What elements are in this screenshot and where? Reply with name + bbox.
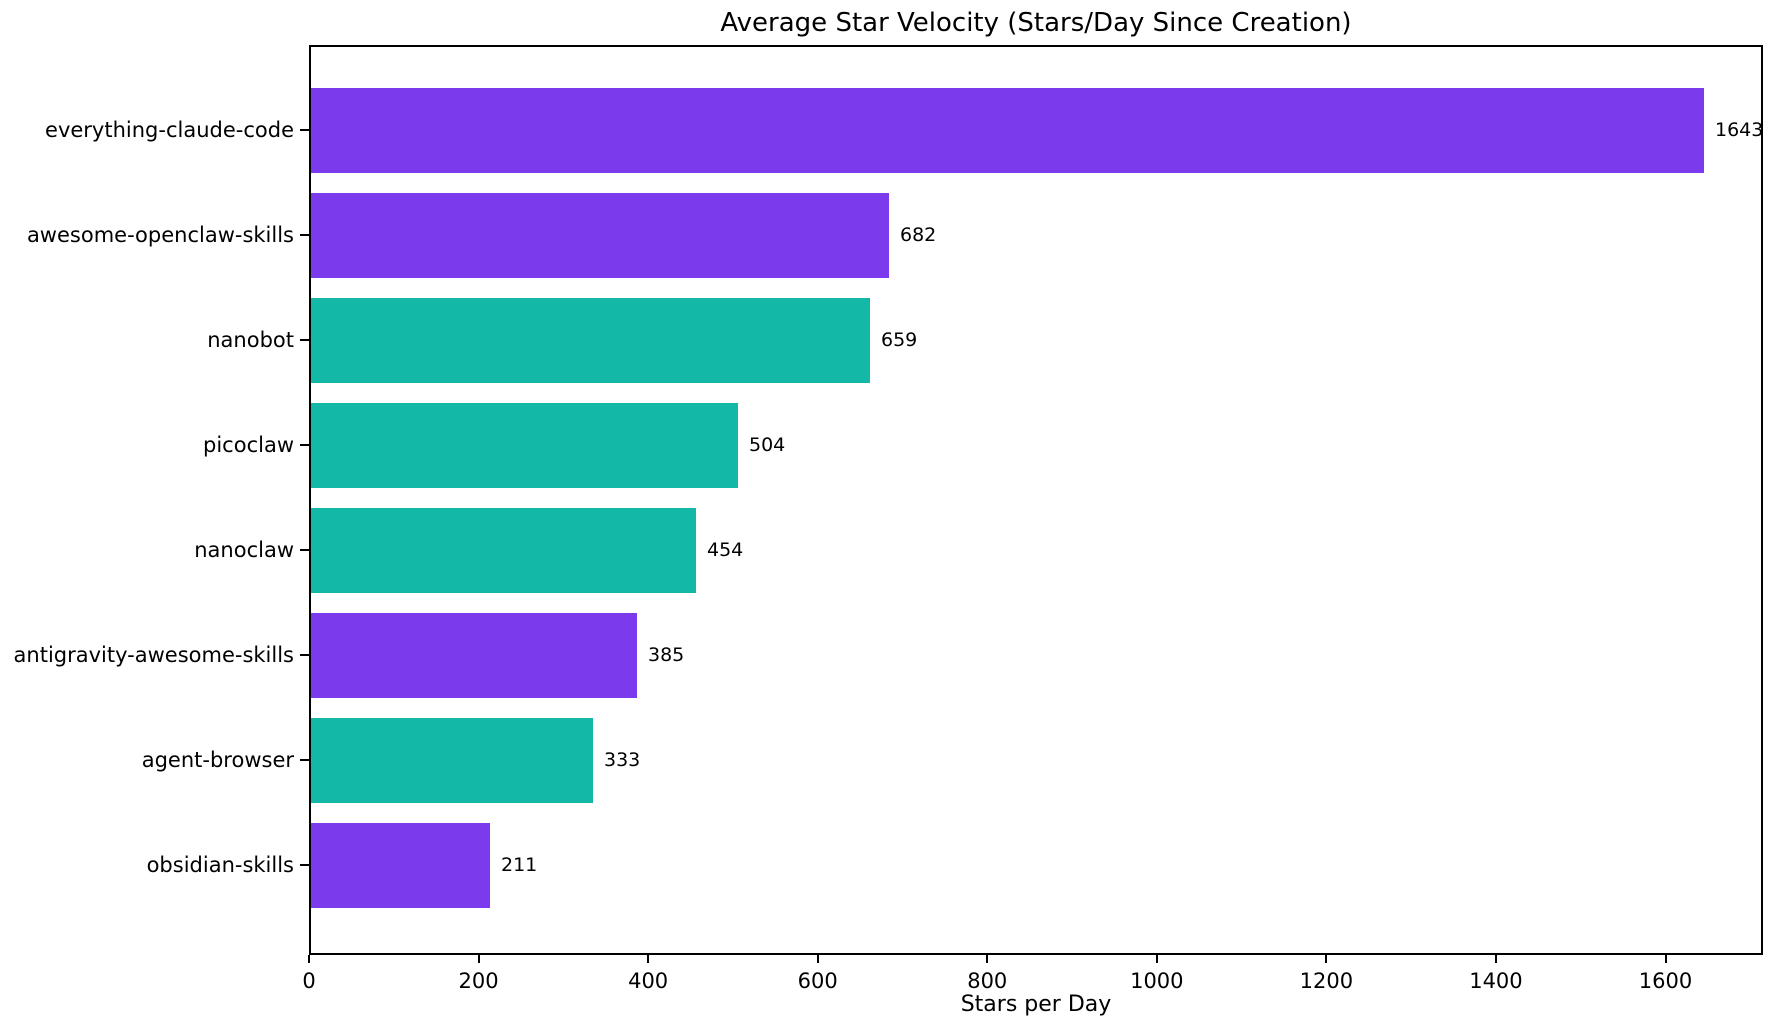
xtick-mark — [647, 955, 650, 963]
x-axis-label: Stars per Day — [960, 992, 1112, 1017]
bar-value-label: 682 — [900, 224, 937, 246]
ytick-label-agent-browser: agent-browser — [141, 748, 294, 772]
bar-agent-browser — [311, 717, 593, 803]
ytick-mark — [300, 339, 309, 341]
xtick-mark — [477, 955, 480, 963]
xtick-label: 400 — [628, 969, 669, 993]
xtick-mark — [1494, 955, 1497, 963]
bar-value-label: 333 — [604, 749, 641, 771]
ytick-label-awesome-openclaw-skills: awesome-openclaw-skills — [26, 223, 294, 247]
ytick-label-nanobot: nanobot — [207, 328, 294, 352]
xtick-label: 200 — [458, 969, 499, 993]
xtick-mark — [986, 955, 989, 963]
bar-value-label: 504 — [749, 434, 786, 456]
bar-value-label: 454 — [707, 539, 744, 561]
xtick-label: 800 — [967, 969, 1008, 993]
bar-antigravity-awesome-skills — [311, 612, 637, 698]
xtick-mark — [1155, 955, 1158, 963]
bar-value-label: 385 — [648, 644, 685, 666]
bar-nanoclaw — [311, 507, 696, 593]
xtick-label: 1600 — [1638, 969, 1693, 993]
ytick-label-nanoclaw: nanoclaw — [194, 538, 294, 562]
bar-nanobot — [311, 297, 870, 383]
ytick-mark — [300, 234, 309, 236]
xtick-mark — [1664, 955, 1667, 963]
ytick-mark — [300, 759, 309, 761]
bar-value-label: 1643 — [1715, 119, 1764, 141]
ytick-label-obsidian-skills: obsidian-skills — [146, 853, 294, 877]
ytick-mark — [300, 654, 309, 656]
ytick-label-picoclaw: picoclaw — [203, 433, 294, 457]
xtick-mark — [308, 955, 310, 963]
xtick-label: 1200 — [1299, 969, 1354, 993]
xtick-label: 1000 — [1130, 969, 1184, 993]
ytick-mark — [300, 129, 309, 131]
xtick-mark — [816, 955, 819, 963]
xtick-label: 600 — [797, 969, 838, 993]
xtick-label: 1400 — [1469, 969, 1523, 993]
ytick-label-everything-claude-code: everything-claude-code — [45, 118, 294, 142]
bar-value-label: 211 — [501, 854, 538, 876]
xtick-label: 0 — [302, 969, 316, 993]
plot-area — [309, 45, 1763, 955]
bar-obsidian-skills — [311, 822, 490, 908]
bar-value-label: 659 — [881, 329, 918, 351]
bar-everything-claude-code — [311, 87, 1704, 173]
ytick-mark — [300, 864, 309, 866]
bar-awesome-openclaw-skills — [311, 192, 889, 278]
ytick-mark — [300, 549, 309, 551]
ytick-mark — [300, 444, 309, 446]
xtick-mark — [1325, 955, 1328, 963]
chart-title: Average Star Velocity (Stars/Day Since C… — [720, 8, 1352, 38]
bar-picoclaw — [311, 402, 738, 488]
ytick-label-antigravity-awesome-skills: antigravity-awesome-skills — [13, 643, 294, 667]
